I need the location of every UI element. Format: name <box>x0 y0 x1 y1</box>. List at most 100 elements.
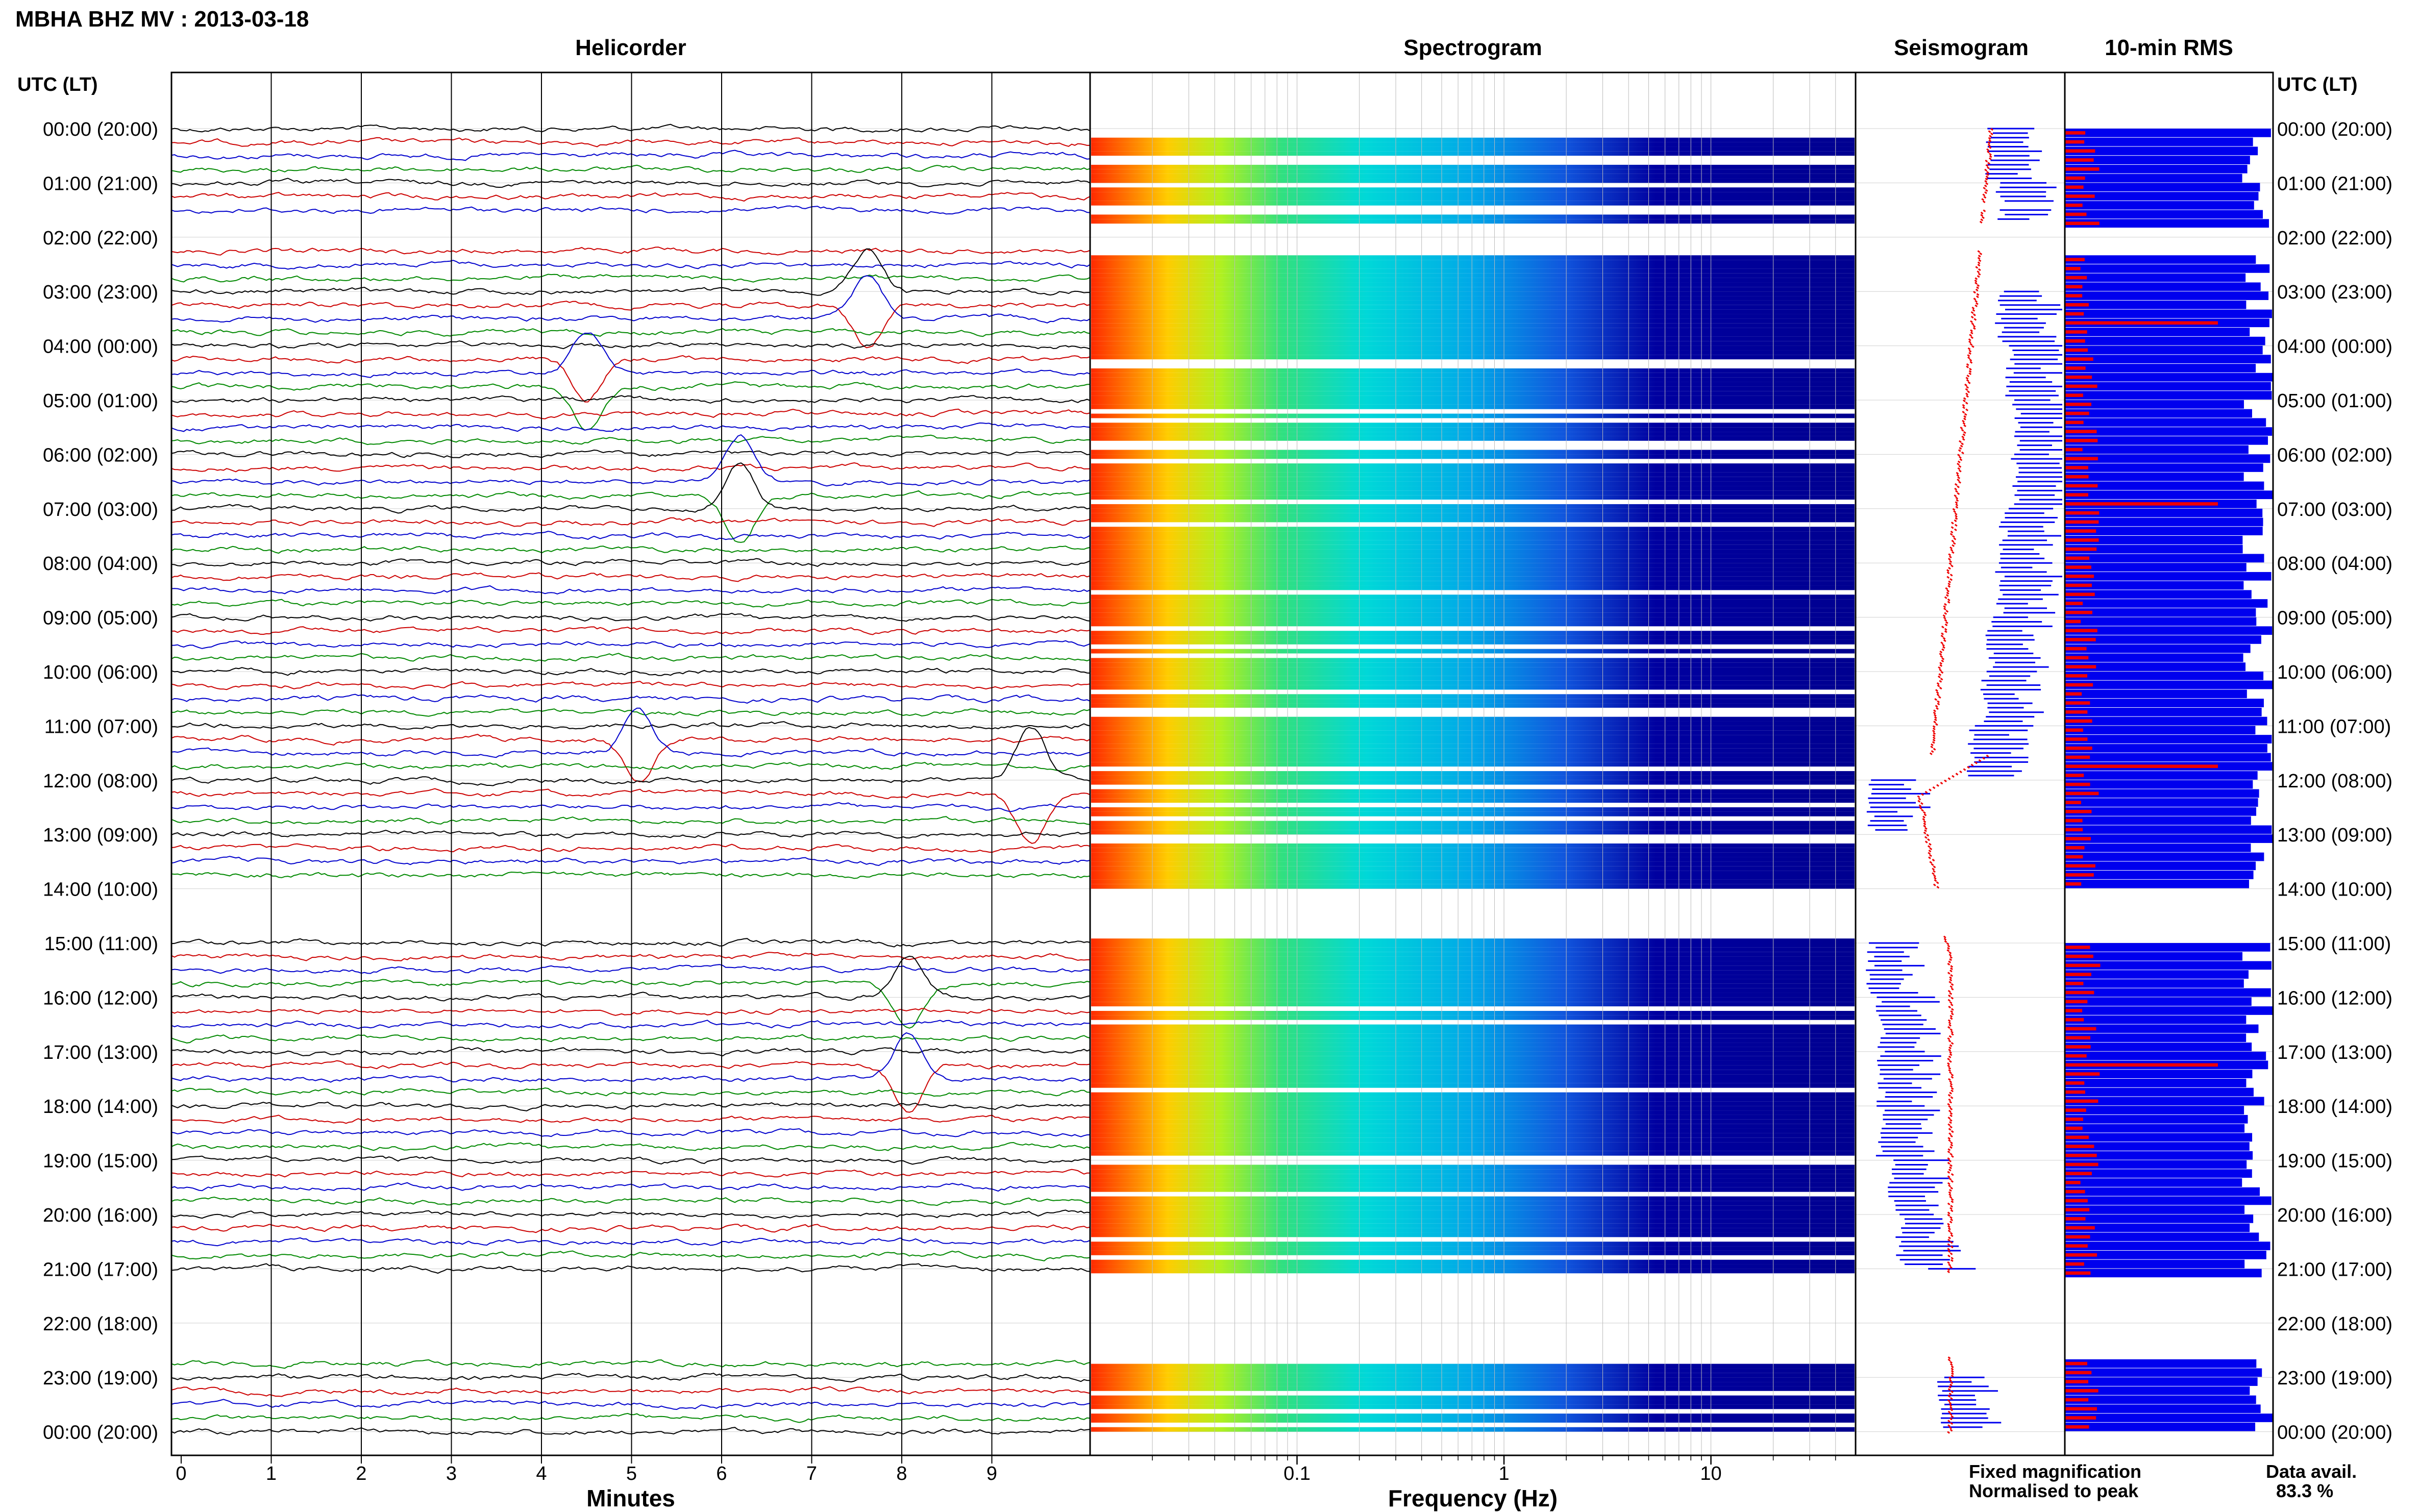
helicorder-trace <box>171 707 1090 758</box>
spectrogram-row <box>1091 454 1855 459</box>
spectrogram-row <box>1091 703 1855 708</box>
time-label-right: 00:00 (20:00) <box>2277 119 2392 140</box>
rms-fixed-bar <box>2065 707 2262 716</box>
spectrogram-row <box>1091 187 1855 192</box>
helicorder-trace <box>171 558 1090 567</box>
spectrogram-row <box>1091 798 1855 803</box>
spectrogram-row <box>1091 694 1855 699</box>
rms-fixed-bar <box>2065 129 2271 137</box>
spectrogram-row <box>1091 979 1855 984</box>
spectrogram-row <box>1091 508 1855 513</box>
spectrogram-row <box>1091 1246 1855 1251</box>
time-label-right: 00:00 (20:00) <box>2277 1422 2392 1444</box>
rms-normalised-bar <box>2065 565 2091 569</box>
rms-fixed-bar <box>2065 345 2263 355</box>
rms-fixed-bar <box>2065 753 2271 762</box>
rms-normalised-bar <box>2065 285 2083 289</box>
helicorder-trace <box>171 340 1090 350</box>
rms-fixed-bar <box>2065 192 2259 201</box>
spectrogram-row <box>1091 771 1855 776</box>
helicorder-trace <box>171 422 1090 432</box>
spectrogram-row <box>1091 961 1855 966</box>
time-label-right: 09:00 (05:00) <box>2277 608 2392 629</box>
rms-normalised-bar <box>2065 1380 2088 1383</box>
rms-normalised-bar <box>2065 701 2090 705</box>
rms-normalised-bar <box>2065 294 2083 298</box>
spectrogram-row <box>1091 558 1855 563</box>
helicorder-traces <box>171 123 1090 1436</box>
rms-normalised-bar <box>2065 1371 2092 1375</box>
spectrogram-row <box>1091 1110 1855 1115</box>
spectrogram-row <box>1091 1187 1855 1192</box>
helicorder-trace <box>171 843 1090 853</box>
helicorder-trace <box>171 626 1090 635</box>
helicorder-trace <box>171 721 1090 730</box>
rms-normalised-bar <box>2065 1145 2094 1148</box>
time-label-left: 06:00 (02:00) <box>43 444 158 466</box>
rms-normalised-bar <box>2065 158 2094 162</box>
spectrogram-row <box>1091 377 1855 382</box>
spectrogram-row <box>1091 857 1855 862</box>
rms-fixed-bar <box>2065 726 2256 735</box>
rms-fixed-bar <box>2065 943 2270 952</box>
helicorder-trace <box>171 667 1090 676</box>
spectrogram-row <box>1091 1205 1855 1210</box>
spectrogram-row <box>1091 404 1855 409</box>
rms-normalised-bar <box>2065 203 2083 207</box>
rms-fixed-bar <box>2065 644 2251 653</box>
rms-normalised-bar <box>2065 1189 2085 1194</box>
spectrogram-row <box>1091 1196 1855 1201</box>
helicorder-trace <box>171 1087 1090 1097</box>
spectrogram-row <box>1091 576 1855 581</box>
rms-fixed-bar <box>2065 146 2258 156</box>
spectrogram-row <box>1091 1418 1855 1423</box>
time-label-right: 08:00 (04:00) <box>2277 553 2392 575</box>
spectrogram-row <box>1091 214 1855 219</box>
rms-fixed-bar <box>2065 364 2256 373</box>
spectrogram-row <box>1091 662 1855 667</box>
spectrogram-row <box>1091 490 1855 495</box>
helicorder-trace <box>171 762 1090 772</box>
spectrogram-row <box>1091 649 1855 654</box>
rms-fixed-bar <box>2065 164 2248 173</box>
x-tick-label: 4 <box>536 1463 547 1484</box>
rms-fixed-bar <box>2065 1015 2247 1024</box>
spectrogram-row <box>1091 1043 1855 1047</box>
rms-normalised-bar <box>2065 185 2084 189</box>
spectrogram-row <box>1091 699 1855 704</box>
rms-fixed-bar <box>2065 1079 2247 1087</box>
helicorder-trace <box>171 708 1090 717</box>
helicorder-trace <box>171 802 1090 812</box>
helicorder-trace <box>171 531 1090 540</box>
spectrogram-row <box>1091 517 1855 523</box>
time-label-left: 18:00 (14:00) <box>43 1096 158 1118</box>
rms-fixed-bar <box>2065 635 2261 644</box>
spectrogram-x-ticks: 0.1 1 10 <box>1152 1455 1836 1484</box>
spectrogram-row <box>1091 622 1855 627</box>
spectrogram-row <box>1091 1259 1855 1265</box>
spectrogram-row <box>1091 373 1855 378</box>
x-tick-label: 10 <box>1700 1463 1721 1484</box>
rms-normalised-bar <box>2065 954 2093 958</box>
spectrogram-row <box>1091 463 1855 468</box>
rms-normalised-bar <box>2065 791 2099 796</box>
time-label-right: 01:00 (21:00) <box>2277 173 2392 194</box>
rms-fixed-bar <box>2065 1359 2257 1368</box>
spectrogram-row <box>1091 196 1855 201</box>
spectrogram-row <box>1091 866 1855 871</box>
spectrogram-row <box>1091 594 1855 600</box>
spectrogram-row <box>1091 1223 1855 1228</box>
rms-fixed-bar <box>2065 662 2246 671</box>
spectrogram-row <box>1091 350 1855 355</box>
spectrogram-row <box>1091 1124 1855 1129</box>
spectrogram-row <box>1091 1033 1855 1038</box>
x-tick-label: 1 <box>1498 1463 1509 1484</box>
rms-normalised-bar <box>2065 384 2097 388</box>
rms-normalised-bar <box>2065 1199 2088 1203</box>
rms-fixed-bar <box>2065 689 2247 699</box>
rms-normalised-bar <box>2065 746 2092 750</box>
rms-fixed-bar <box>2065 626 2273 635</box>
rms-normalised-bar <box>2065 556 2089 560</box>
helicorder-trace <box>171 1128 1090 1137</box>
spectrogram-row <box>1091 323 1855 328</box>
